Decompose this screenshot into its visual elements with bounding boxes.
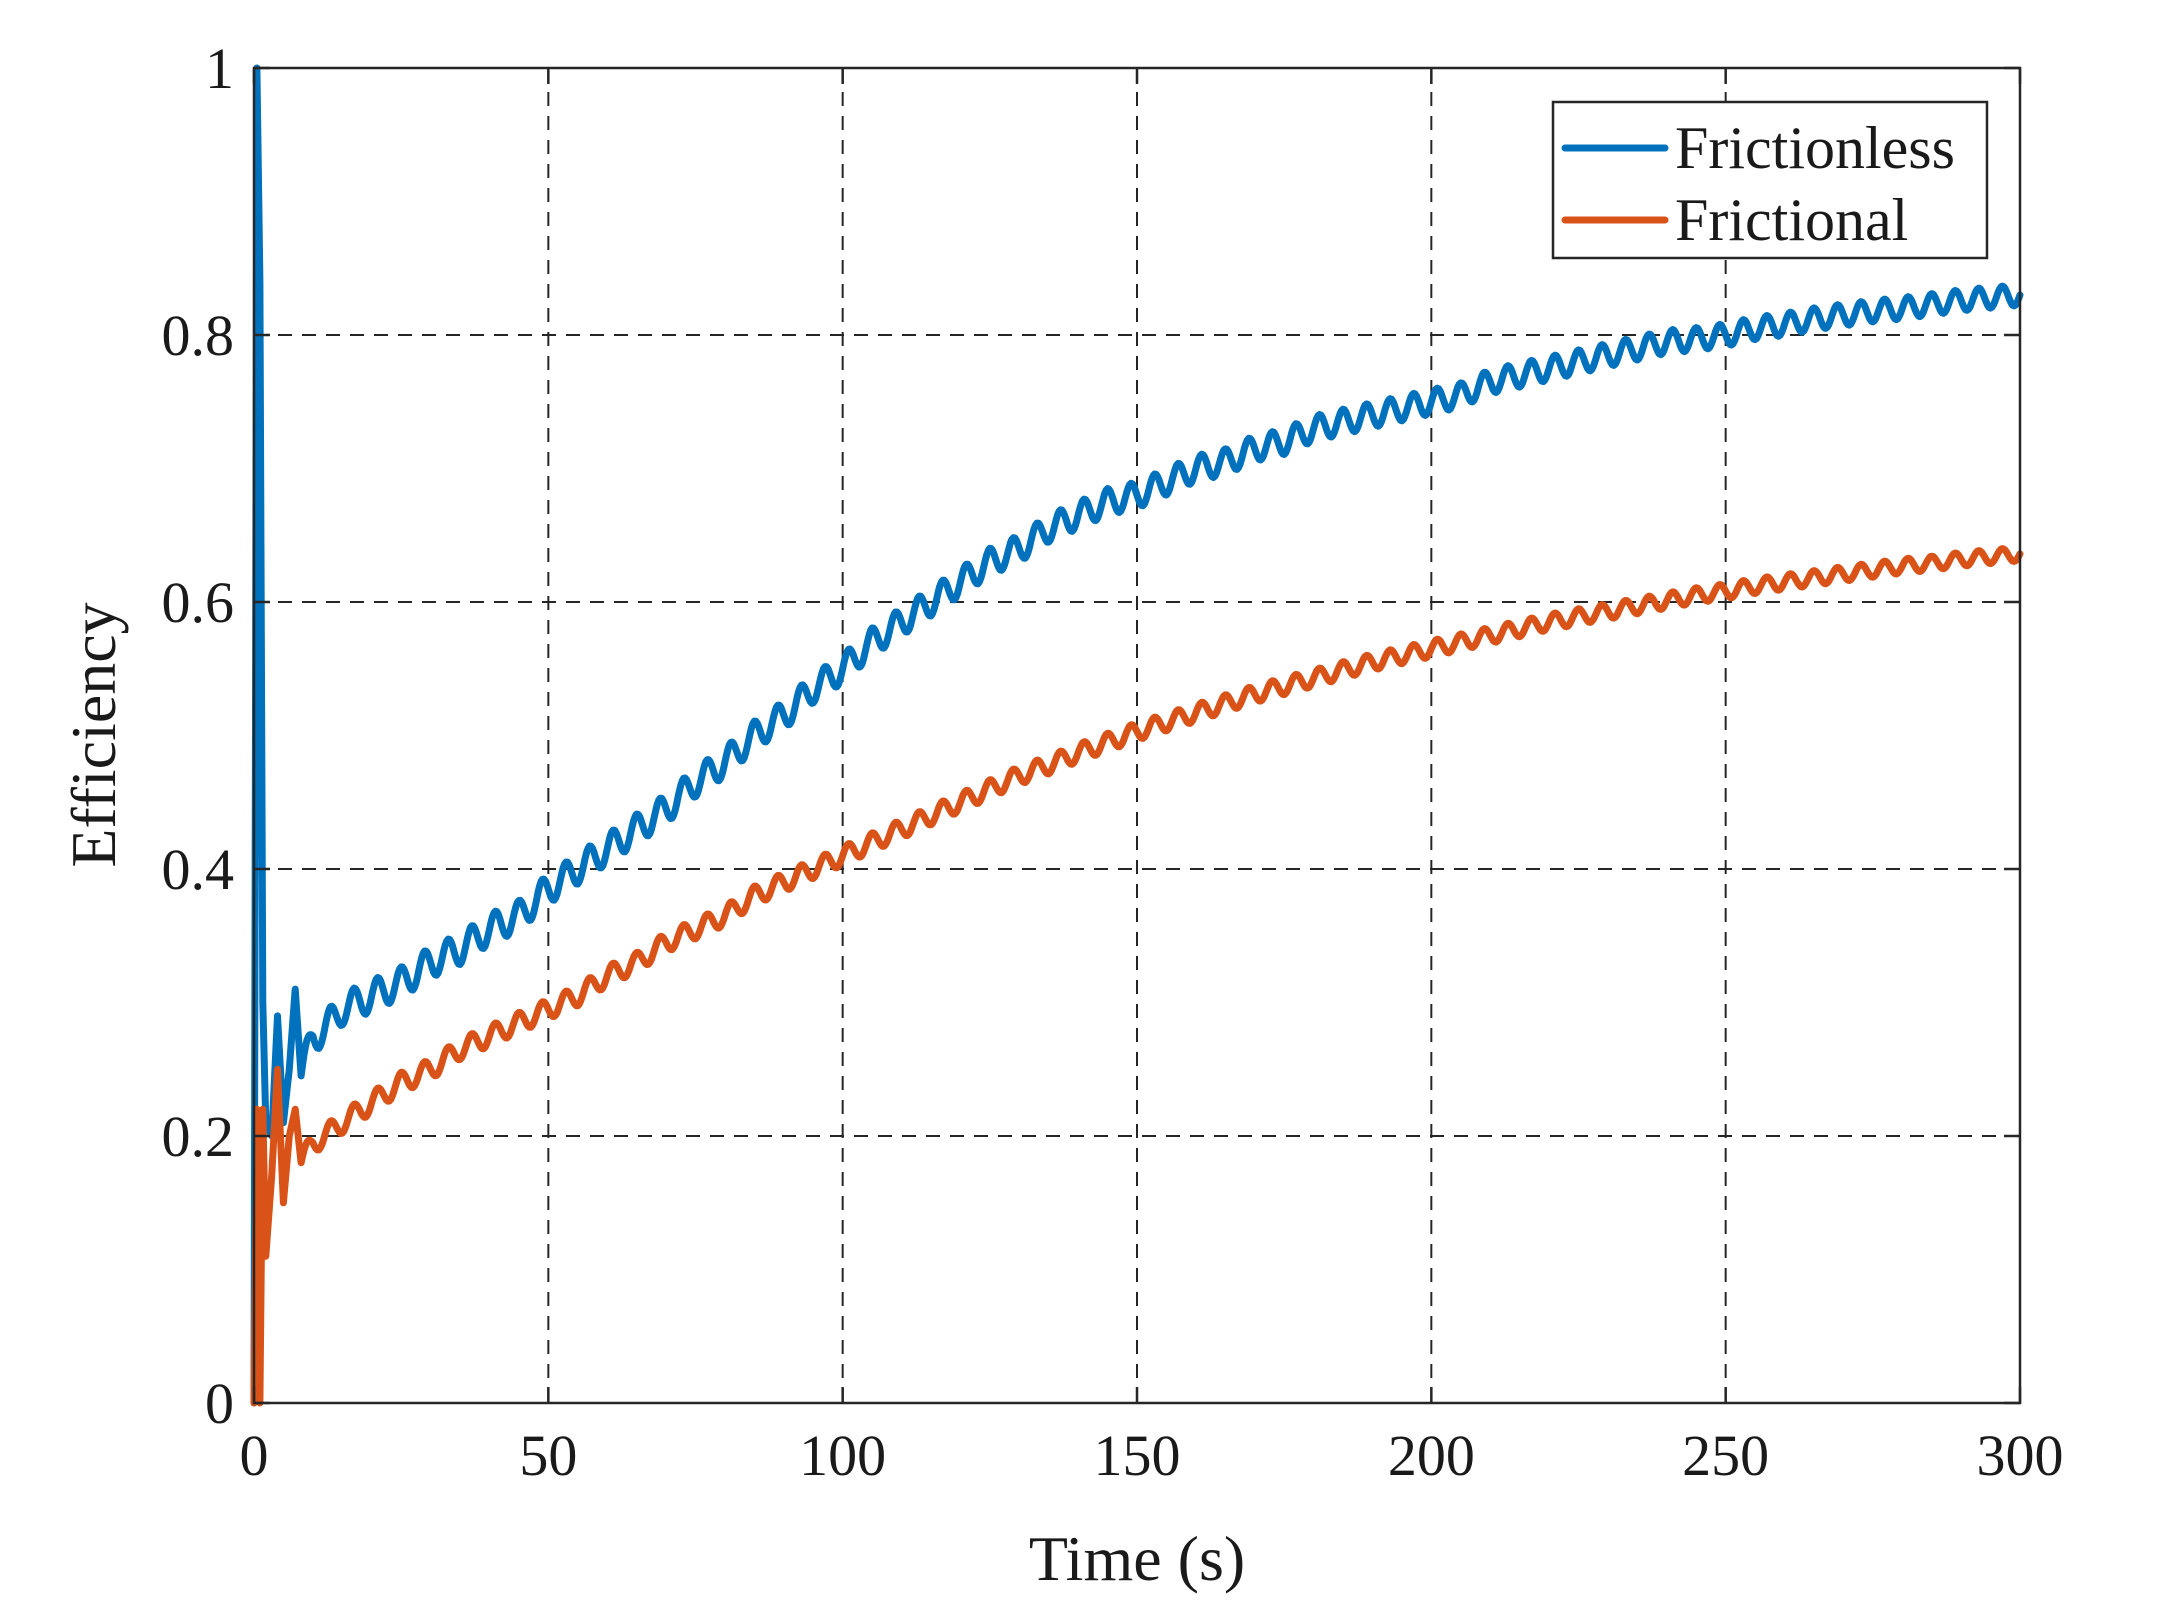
y-tick-labels: 0 0.2 0.4 0.6 0.8 1	[162, 36, 235, 1436]
x-tick-label: 200	[1388, 1423, 1475, 1488]
x-tick-label: 50	[519, 1423, 577, 1488]
y-tick-label: 0.6	[162, 570, 235, 635]
x-tick-labels: 0 50 100 150 200 250 300	[240, 1423, 2064, 1488]
legend-label-frictionless: Frictionless	[1675, 115, 1955, 181]
x-tick-label: 100	[799, 1423, 886, 1488]
legend-box	[1551, 100, 1989, 260]
x-tick-label: 150	[1094, 1423, 1181, 1488]
legend-label-frictional: Frictional	[1675, 187, 1908, 253]
x-tick-label: 250	[1682, 1423, 1769, 1488]
y-tick-label: 0.8	[162, 303, 235, 368]
series-line-frictional	[250, 545, 2024, 1407]
y-tick-label: 0.2	[162, 1104, 235, 1169]
y-tick-label: 0.4	[162, 837, 235, 902]
axis-ticks	[252, 66, 2022, 1405]
x-tick-label: 0	[240, 1423, 269, 1488]
y-tick-label: 1	[205, 36, 234, 101]
x-tick-label: 300	[1977, 1423, 2064, 1488]
y-axis-label: Efficiency	[58, 602, 129, 867]
y-tick-label: 0	[205, 1371, 234, 1436]
legend: Frictionless Frictional	[1551, 100, 1989, 260]
series-lines	[250, 64, 2024, 1407]
series-line-frictionless	[250, 64, 2024, 1407]
x-axis-label: Time (s)	[1029, 1523, 1245, 1594]
